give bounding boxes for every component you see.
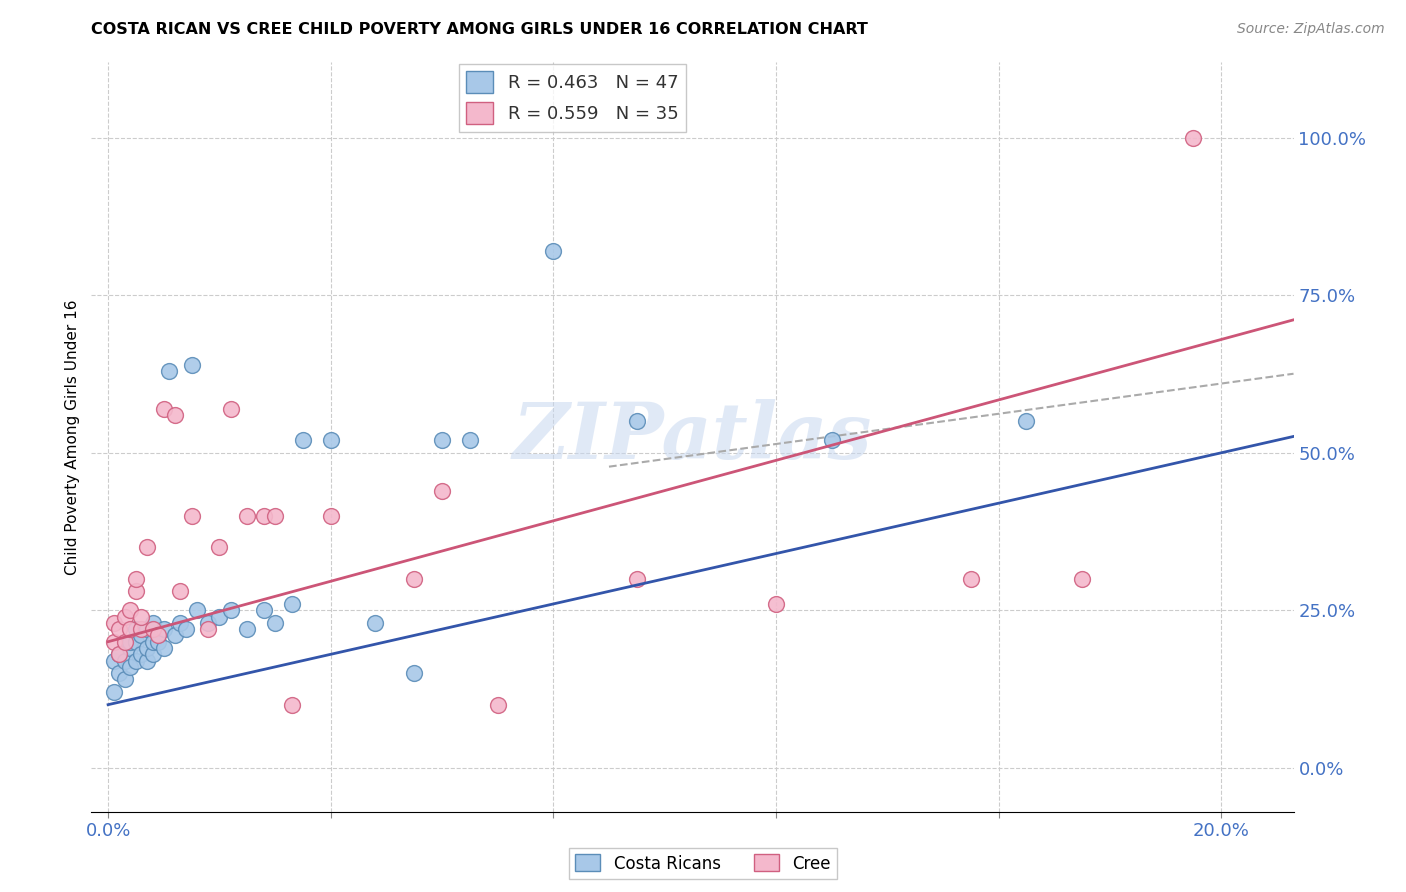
Point bbox=[131, 648, 153, 662]
Point bbox=[157, 364, 180, 378]
Point bbox=[131, 609, 153, 624]
Point bbox=[125, 572, 148, 586]
Point bbox=[114, 634, 136, 648]
Point bbox=[1015, 414, 1038, 428]
Point bbox=[430, 434, 453, 448]
Point bbox=[120, 603, 142, 617]
Point bbox=[108, 648, 131, 662]
Point bbox=[253, 603, 276, 617]
Point bbox=[142, 634, 165, 648]
Point bbox=[180, 358, 202, 372]
Point bbox=[103, 615, 125, 630]
Point bbox=[197, 615, 219, 630]
Point bbox=[125, 622, 148, 636]
Point bbox=[281, 698, 304, 712]
Text: COSTA RICAN VS CREE CHILD POVERTY AMONG GIRLS UNDER 16 CORRELATION CHART: COSTA RICAN VS CREE CHILD POVERTY AMONG … bbox=[91, 22, 869, 37]
Point bbox=[458, 434, 481, 448]
Point bbox=[264, 615, 287, 630]
Point bbox=[148, 628, 170, 642]
Point bbox=[152, 622, 174, 636]
Point bbox=[120, 640, 142, 655]
Point bbox=[281, 597, 304, 611]
Point bbox=[163, 628, 186, 642]
Point bbox=[114, 609, 136, 624]
Point bbox=[208, 609, 231, 624]
Point bbox=[120, 634, 142, 648]
Point bbox=[136, 622, 159, 636]
Point bbox=[430, 483, 453, 498]
Point bbox=[125, 654, 148, 668]
Point bbox=[364, 615, 387, 630]
Point bbox=[219, 603, 242, 617]
Point bbox=[236, 508, 259, 523]
Point bbox=[197, 622, 219, 636]
Point bbox=[404, 666, 426, 681]
Point bbox=[131, 628, 153, 642]
Point bbox=[114, 634, 136, 648]
Point bbox=[291, 434, 314, 448]
Point bbox=[103, 634, 125, 648]
Legend: R = 0.463   N = 47, R = 0.559   N = 35: R = 0.463 N = 47, R = 0.559 N = 35 bbox=[458, 64, 686, 131]
Point bbox=[1071, 572, 1094, 586]
Point bbox=[319, 434, 342, 448]
Point bbox=[125, 584, 148, 599]
Point bbox=[136, 640, 159, 655]
Point bbox=[236, 622, 259, 636]
Point bbox=[108, 648, 131, 662]
Text: Source: ZipAtlas.com: Source: ZipAtlas.com bbox=[1237, 22, 1385, 37]
Point bbox=[319, 508, 342, 523]
Point bbox=[148, 634, 170, 648]
Point bbox=[186, 603, 208, 617]
Point bbox=[626, 414, 648, 428]
Point bbox=[142, 648, 165, 662]
Point bbox=[169, 615, 191, 630]
Point bbox=[114, 654, 136, 668]
Point bbox=[174, 622, 197, 636]
Point bbox=[486, 698, 509, 712]
Point bbox=[152, 401, 174, 416]
Y-axis label: Child Poverty Among Girls Under 16: Child Poverty Among Girls Under 16 bbox=[65, 300, 80, 574]
Point bbox=[820, 434, 842, 448]
Point bbox=[125, 634, 148, 648]
Point bbox=[152, 640, 174, 655]
Point bbox=[108, 622, 131, 636]
Point bbox=[208, 541, 231, 555]
Point bbox=[264, 508, 287, 523]
Legend: Costa Ricans, Cree: Costa Ricans, Cree bbox=[568, 847, 838, 880]
Point bbox=[959, 572, 981, 586]
Point bbox=[765, 597, 787, 611]
Point bbox=[108, 666, 131, 681]
Point bbox=[120, 622, 142, 636]
Point bbox=[142, 622, 165, 636]
Point bbox=[1182, 131, 1205, 145]
Point bbox=[136, 541, 159, 555]
Point bbox=[404, 572, 426, 586]
Point bbox=[543, 244, 565, 259]
Point bbox=[180, 508, 202, 523]
Point bbox=[131, 622, 153, 636]
Point bbox=[626, 572, 648, 586]
Point bbox=[219, 401, 242, 416]
Point bbox=[103, 654, 125, 668]
Point bbox=[163, 408, 186, 422]
Point bbox=[103, 685, 125, 699]
Point bbox=[169, 584, 191, 599]
Point bbox=[136, 654, 159, 668]
Point bbox=[120, 660, 142, 674]
Point bbox=[142, 615, 165, 630]
Point bbox=[253, 508, 276, 523]
Point bbox=[114, 673, 136, 687]
Text: ZIPatlas: ZIPatlas bbox=[513, 399, 872, 475]
